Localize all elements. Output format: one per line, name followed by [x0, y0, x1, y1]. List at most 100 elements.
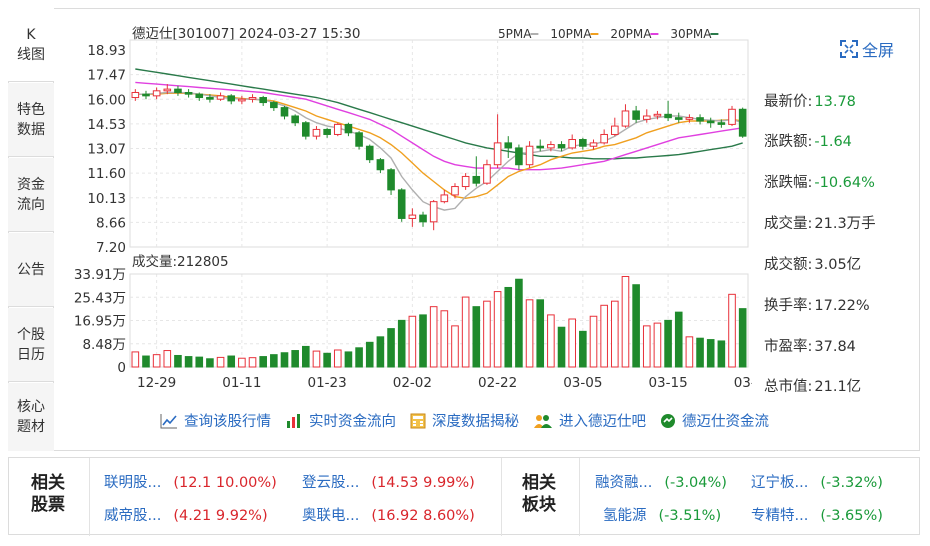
- tab-kline[interactable]: K 线图: [8, 8, 54, 82]
- stat-value: 21.3万手: [814, 216, 876, 232]
- volume-bar: [152, 354, 161, 368]
- tab-calendar-line2: 日历: [17, 346, 45, 363]
- candle-body: [451, 186, 459, 196]
- volume-bar: [611, 300, 619, 368]
- related-stock-item[interactable]: 联明股... (12.1 10.00%): [104, 471, 277, 492]
- tab-fund-flow[interactable]: 资金 流向: [8, 158, 54, 232]
- sector-name[interactable]: 融资融...: [595, 475, 653, 491]
- related-sector-item[interactable]: 氢能源 (-3.51%): [603, 504, 721, 525]
- related-sector-item[interactable]: 专精特... (-3.65%): [751, 504, 883, 525]
- price-tick-label: 10.13: [87, 191, 126, 207]
- volume-bar: [589, 315, 598, 368]
- link-stock-forum[interactable]: 进入德迈仕吧: [533, 410, 646, 431]
- price-pane-frame: [129, 39, 749, 248]
- volume-bar: [280, 352, 289, 368]
- candle-body: [238, 98, 246, 102]
- related-stock-item[interactable]: 威帝股... (4.21 9.92%): [104, 504, 268, 525]
- volume-bar: [429, 306, 438, 368]
- tab-stock-calendar[interactable]: 个股 日历: [8, 308, 54, 382]
- volume-bar: [206, 358, 214, 368]
- volume-bar: [696, 337, 704, 368]
- tab-feature-data[interactable]: 特色 数据: [8, 83, 54, 157]
- stat-label: 市盈率:: [764, 339, 813, 355]
- candle-body: [259, 97, 267, 104]
- candle-body: [142, 93, 150, 97]
- stat-value: 3.05亿: [814, 257, 862, 273]
- tab-announcement[interactable]: 公告: [8, 233, 54, 307]
- stock-name[interactable]: 登云股...: [302, 475, 360, 491]
- related-sector-item[interactable]: 融资融... (-3.04%): [595, 471, 727, 492]
- stat-volume: 成交量: 21.3万手: [764, 212, 876, 233]
- heading-line1: 相关: [522, 473, 556, 493]
- stat-label: 涨跌额:: [764, 134, 813, 150]
- forum-icon: [534, 414, 552, 428]
- volume-bar: [376, 336, 385, 368]
- candle-body: [579, 139, 587, 147]
- volume-bar: [579, 330, 587, 368]
- tab-calendar-line1: 个股: [17, 326, 45, 343]
- stat-label: 成交额:: [764, 257, 813, 273]
- tab-core-theme[interactable]: 核心 题材: [8, 383, 54, 451]
- related-stock-item[interactable]: 奥联电... (16.92 8.60%): [302, 504, 475, 525]
- candle-body: [621, 110, 630, 127]
- candle-body: [728, 108, 736, 125]
- candle-body: [600, 133, 608, 144]
- sector-name[interactable]: 专精特...: [751, 508, 809, 524]
- tab-announcement-line1: 公告: [17, 261, 45, 278]
- candle-body: [355, 132, 363, 147]
- related-sector-item[interactable]: 辽宁板... (-3.32%): [751, 471, 883, 492]
- volume-bar: [642, 325, 651, 368]
- volume-bar: [302, 345, 310, 368]
- candle-body: [557, 144, 566, 149]
- link-label: 德迈仕资金流: [682, 414, 769, 430]
- candle-body: [611, 125, 619, 135]
- legend-label: 20PMA: [610, 27, 652, 41]
- fullscreen-button[interactable]: 全屏: [840, 37, 894, 61]
- volume-bar: [685, 336, 694, 368]
- link-deep-data[interactable]: 深度数据揭秘: [410, 410, 519, 431]
- volume-bar: [461, 296, 470, 368]
- stock-name[interactable]: 威帝股...: [104, 508, 162, 524]
- volume-bar: [387, 328, 395, 368]
- volume-bar: [333, 349, 342, 368]
- related-stocks-heading: 相关 股票: [23, 472, 73, 516]
- sector-name[interactable]: 辽宁板...: [751, 475, 809, 491]
- candle-body: [216, 95, 225, 100]
- related-stock-item[interactable]: 登云股... (14.53 9.99%): [302, 471, 475, 492]
- side-tabs: K 线图 特色 数据 资金 流向 公告 个股 日历 核心 题材: [8, 8, 54, 451]
- volume-tick-label: 25.43万: [74, 290, 126, 306]
- volume-bar: [163, 350, 172, 368]
- volume-bar: [525, 299, 534, 368]
- time-tick-label: 01-23: [308, 375, 347, 391]
- time-tick-label: 03-15: [648, 375, 687, 391]
- candle-body: [547, 144, 555, 149]
- candle-body: [536, 145, 545, 149]
- candle-body: [333, 123, 342, 135]
- legend-label: 5PMA: [498, 27, 532, 41]
- stock-name[interactable]: 奥联电...: [302, 508, 360, 524]
- candle-body: [419, 214, 427, 223]
- candle-body: [674, 117, 683, 120]
- volume-bar: [227, 355, 236, 368]
- link-query-quote[interactable]: 查询该股行情: [160, 410, 271, 431]
- link-stock-fund-flow[interactable]: 德迈仕资金流: [660, 410, 769, 431]
- stock-quote: (12.1 10.00%): [173, 475, 277, 491]
- volume-tick-label: 0: [117, 360, 126, 376]
- candle-body: [472, 175, 481, 184]
- line-chart-icon: [160, 413, 177, 428]
- candle-body: [642, 115, 651, 120]
- volume-bar: [248, 357, 257, 368]
- price-tick-label: 18.93: [87, 43, 126, 59]
- link-realtime-fund-flow[interactable]: 实时资金流向: [285, 410, 396, 431]
- volume-bar: [664, 319, 672, 368]
- candle-body: [323, 128, 331, 135]
- stat-change-pct: 涨跌幅: -10.64%: [764, 171, 875, 192]
- stock-name[interactable]: 联明股...: [104, 475, 162, 491]
- sector-name[interactable]: 氢能源: [603, 508, 647, 524]
- stat-market-cap: 总市值: 21.1亿: [764, 375, 861, 396]
- stat-value: -10.64%: [814, 175, 875, 191]
- kline-chart[interactable]: 德迈仕[301007] 2024-03-27 15:30 5PMA 10PMA 20P…: [62, 12, 752, 397]
- sector-change: (-3.32%): [820, 475, 883, 491]
- fullscreen-label: 全屏: [862, 41, 895, 60]
- candle-body: [387, 169, 395, 191]
